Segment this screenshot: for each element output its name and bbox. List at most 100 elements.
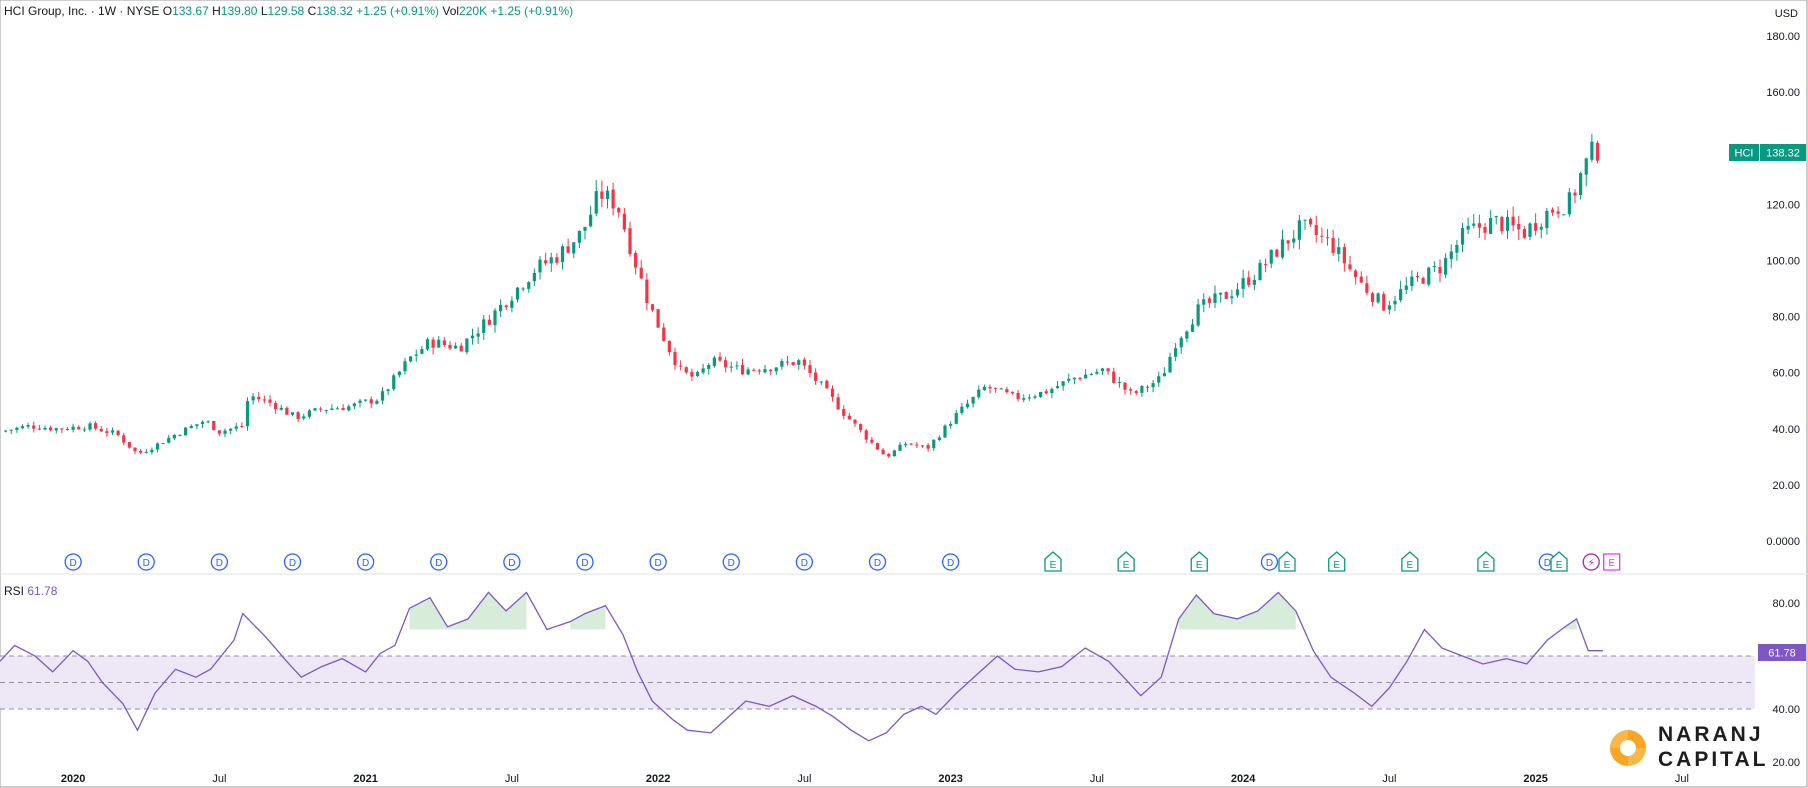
candle-body xyxy=(1033,396,1037,398)
time-axis[interactable]: 2020 Jul 2021 Jul 2022 Jul 2023 Jul 2024 Jul 2025 J… xyxy=(61,773,1689,785)
candle-body xyxy=(1438,266,1442,274)
candle-body xyxy=(1219,292,1223,295)
candle-body xyxy=(414,354,418,356)
candle-body xyxy=(1331,237,1335,254)
candle-body xyxy=(949,424,953,426)
candle-body xyxy=(780,361,784,367)
candle-body xyxy=(330,408,334,410)
candle-body xyxy=(268,399,272,403)
candle-body xyxy=(358,400,362,403)
earnings-marker xyxy=(1190,551,1208,572)
candle-body xyxy=(1140,385,1144,393)
candle-body xyxy=(1151,383,1155,388)
candle-body xyxy=(229,428,233,431)
low-value: 129.58 xyxy=(267,4,305,18)
candle-body xyxy=(875,443,880,450)
candle-body xyxy=(448,344,452,349)
candle-body xyxy=(139,450,143,453)
candle-body xyxy=(200,421,205,425)
volume-change: +1.25 (+0.91%) xyxy=(490,4,574,18)
candle-body xyxy=(521,288,525,290)
candle-body xyxy=(1022,398,1026,400)
candle-body xyxy=(1460,228,1465,245)
candle-body xyxy=(1061,381,1065,386)
candle-body xyxy=(82,429,86,431)
rsi-overbought-fill xyxy=(1178,592,1296,630)
candle-body xyxy=(77,426,81,430)
candle-body xyxy=(785,361,790,363)
rsi-axis[interactable]: 80.00 40.00 20.00 xyxy=(1772,598,1800,769)
candle-body xyxy=(1303,219,1307,221)
candle-body xyxy=(954,412,958,424)
candle-body xyxy=(982,386,986,390)
dividend-marker xyxy=(941,553,960,571)
time-axis-tick: 2023 xyxy=(938,773,962,785)
price-tag-symbol: HCI xyxy=(1735,148,1754,160)
rsi-axis-tick: 40.00 xyxy=(1772,704,1800,716)
candle-body xyxy=(1247,277,1251,286)
rsi-line xyxy=(0,591,1603,742)
dividend-marker-label: D xyxy=(874,558,881,569)
candle-body xyxy=(1528,223,1532,237)
close-value: 138.32 xyxy=(316,4,353,18)
candle-body xyxy=(155,443,160,450)
candle-body xyxy=(262,399,266,401)
candle-body xyxy=(1230,296,1234,299)
candle-body xyxy=(1055,386,1060,389)
candle-body xyxy=(257,396,261,400)
candle-body xyxy=(673,352,677,366)
candle-body xyxy=(189,425,193,429)
candle-body xyxy=(476,333,480,337)
open-label: O xyxy=(162,4,173,18)
logo-mark-icon xyxy=(1610,730,1646,766)
candle-body xyxy=(1562,214,1566,216)
candle-body xyxy=(1129,389,1133,391)
rsi-axis-tick: 80.00 xyxy=(1772,598,1800,610)
candle-body xyxy=(707,364,711,369)
candle-body xyxy=(718,356,722,361)
candle-body xyxy=(977,389,981,398)
candle-body xyxy=(302,416,306,419)
candle-body xyxy=(532,272,536,282)
candle-body xyxy=(307,410,311,417)
rsi-label[interactable]: RSI xyxy=(4,584,25,598)
candle-body xyxy=(465,338,469,353)
candle-body xyxy=(752,369,756,371)
earnings-marker xyxy=(1401,551,1419,572)
earnings-marker-label: E xyxy=(1556,560,1563,571)
candle-body xyxy=(386,389,390,392)
dividend-marker-label: D xyxy=(508,558,515,569)
candle-body xyxy=(499,304,503,312)
price-pane[interactable] xyxy=(4,133,1600,458)
currency-label[interactable]: USD xyxy=(1774,8,1798,20)
candle-body xyxy=(234,426,238,429)
earnings-marker-label: E xyxy=(1407,560,1414,571)
candle-body xyxy=(932,439,936,449)
price-tag-value-bg xyxy=(1760,144,1806,161)
candle-body xyxy=(49,427,53,431)
open-value: 133.67 xyxy=(172,4,209,18)
candle-body xyxy=(994,387,998,389)
rsi-pane[interactable] xyxy=(0,591,1755,742)
candle-body xyxy=(420,349,424,354)
candle-body xyxy=(971,397,975,404)
rsi-tag-value: 61.78 xyxy=(1768,648,1796,660)
price-axis-tick: 180.00 xyxy=(1766,31,1800,43)
candle-body xyxy=(600,191,604,199)
candle-body xyxy=(1174,348,1178,357)
candle-body xyxy=(1365,283,1369,293)
candle-body xyxy=(20,426,25,429)
candle-body xyxy=(645,279,649,304)
candle-body xyxy=(684,367,688,373)
candle-body xyxy=(319,408,323,410)
candle-body xyxy=(1190,324,1195,332)
symbol-title[interactable]: HCI Group, Inc. · 1W · NYSE xyxy=(4,4,160,18)
candle-body xyxy=(555,257,559,263)
candle-body xyxy=(572,242,576,254)
candle-body xyxy=(409,356,413,362)
dividend-marker-label: D xyxy=(435,558,442,569)
candle-body xyxy=(926,445,930,449)
candle-body xyxy=(1016,392,1020,400)
candle-body xyxy=(1494,216,1498,218)
